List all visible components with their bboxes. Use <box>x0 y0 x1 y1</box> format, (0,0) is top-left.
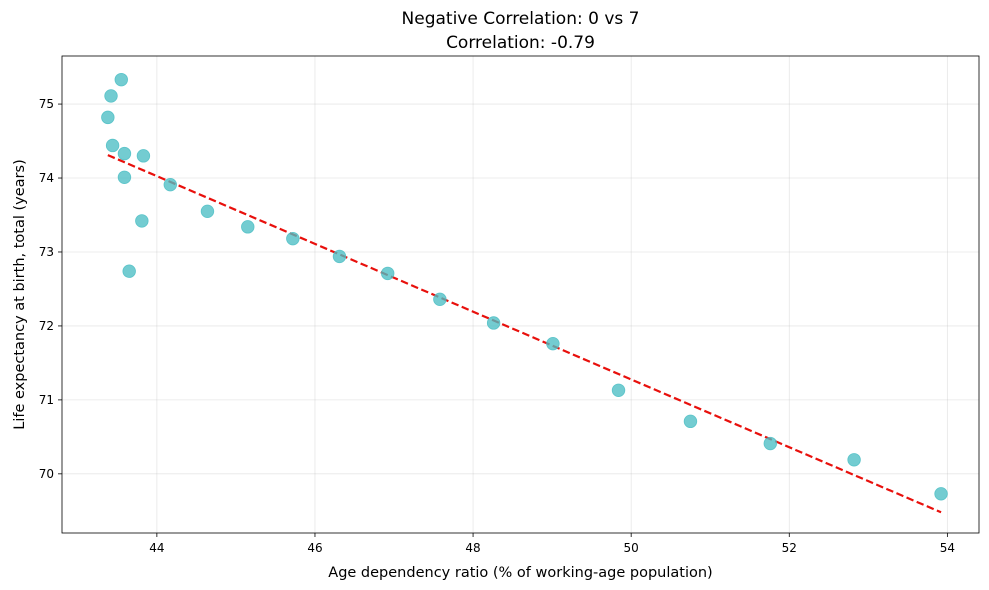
x-tick-label: 44 <box>149 541 164 555</box>
y-tick-label: 74 <box>39 171 54 185</box>
data-point <box>611 383 626 397</box>
data-point <box>286 231 300 246</box>
data-point <box>241 220 255 234</box>
data-point <box>934 487 948 501</box>
data-point <box>163 177 178 192</box>
y-axis-label: Life expectancy at birth, total (years) <box>12 159 28 429</box>
plot-frame <box>61 55 980 534</box>
trendline-layer <box>107 154 942 514</box>
data-point <box>105 138 120 153</box>
y-tick-label: 73 <box>39 245 54 259</box>
x-tick-label: 54 <box>940 541 955 555</box>
y-tick-label: 71 <box>39 393 54 407</box>
x-tick-label: 52 <box>782 541 797 555</box>
y-tick-label: 70 <box>39 467 54 481</box>
data-point <box>117 146 132 161</box>
data-point <box>486 316 501 330</box>
chart-subtitle: Correlation: -0.79 <box>446 33 595 53</box>
data-point <box>117 170 132 184</box>
data-point <box>136 149 151 163</box>
x-tick-label: 48 <box>465 541 480 555</box>
y-tick-label: 75 <box>39 97 54 111</box>
data-point <box>546 336 560 351</box>
x-axis-label: Age dependency ratio (% of working-age p… <box>328 565 712 581</box>
data-point <box>847 453 861 467</box>
data-point <box>122 264 136 278</box>
trend-line <box>107 154 942 514</box>
x-tick-label: 50 <box>624 541 639 555</box>
data-point <box>683 414 698 429</box>
chart-title: Negative Correlation: 0 vs 7 <box>402 9 640 29</box>
grid <box>62 56 979 533</box>
data-point <box>114 72 128 87</box>
data-point <box>380 266 395 281</box>
data-point <box>433 292 447 307</box>
y-tick-label: 72 <box>39 319 54 333</box>
data-points <box>101 72 948 501</box>
data-point <box>332 249 347 264</box>
data-point <box>763 436 778 451</box>
data-point <box>135 214 149 228</box>
data-point <box>101 110 115 125</box>
axis-ticks: 44 46 48 50 52 54 70 71 72 73 74 75 <box>39 97 955 555</box>
x-tick-label: 46 <box>307 541 322 555</box>
data-point <box>104 89 118 103</box>
data-point <box>200 204 215 219</box>
